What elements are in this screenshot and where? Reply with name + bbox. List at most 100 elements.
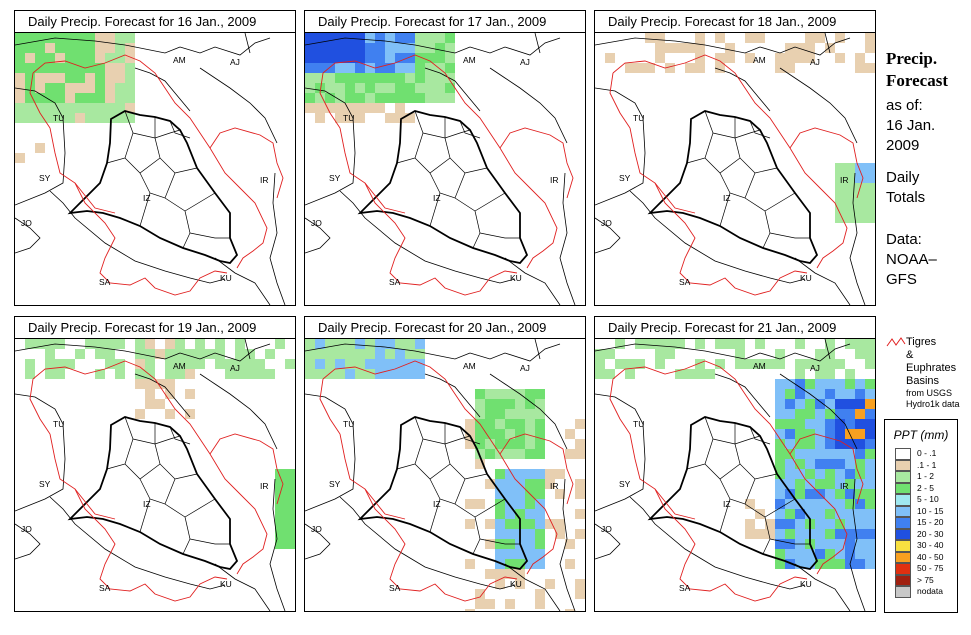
precip-cell [525,439,535,449]
precip-cell [215,349,225,359]
precip-cell [385,63,395,73]
precip-cell [555,529,565,539]
precip-cell [125,103,135,113]
country-label-sa: SA [389,277,401,287]
precip-cell [855,173,865,183]
legend-label: 30 - 40 [917,540,944,550]
precip-cell [335,83,345,93]
precip-cell [305,369,315,379]
country-label-aj: AJ [810,363,820,373]
precip-cell [475,449,485,459]
country-label-ku: KU [510,579,522,589]
country-label-iz: IZ [723,499,731,509]
precip-cell [755,339,765,349]
precip-cell [345,103,355,113]
precip-cell [825,439,835,449]
precip-cell [675,43,685,53]
iraq-border [67,110,239,264]
precip-cell [715,53,725,63]
precip-cell [265,369,275,379]
precip-cell [45,43,55,53]
country-label-jo: JO [21,218,32,228]
precip-cell [525,539,535,549]
precip-cell [695,33,705,43]
precip-cell [105,83,115,93]
precip-cell [65,43,75,53]
precip-cell [865,163,875,173]
basin-boundary [29,378,51,435]
precip-cell [515,409,525,419]
precip-cell [345,359,355,369]
precip-cell [335,369,345,379]
basin-key: Tigres & Euphrates Basins from USGS Hydr… [886,336,966,410]
country-border [824,339,831,360]
precip-cell [405,83,415,93]
precip-cell [445,53,455,63]
precip-cell [15,83,25,93]
precip-cell [365,93,375,103]
precip-cell [745,519,755,529]
precip-cell [815,419,825,429]
basin-boundary [629,433,808,602]
precip-cell [325,33,335,43]
precip-cell [115,53,125,63]
country-label-aj: AJ [810,57,820,67]
country-label-ku: KU [220,273,232,283]
precip-cell [85,103,95,113]
precip-cell [235,339,245,349]
precip-cell [485,399,495,409]
precip-cell [495,529,505,539]
basin-boundary [789,127,864,199]
precip-cell [775,349,785,359]
precip-cell [865,389,875,399]
precip-cell [245,349,255,359]
precip-cell [795,389,805,399]
precip-cell [615,359,625,369]
precip-cell [775,499,785,509]
precip-cell [475,409,485,419]
precip-cell [495,519,505,529]
precip-cell [275,529,285,539]
precip-cell [725,43,735,53]
precip-cell [805,449,815,459]
precip-cell [505,519,515,529]
precip-cell [815,499,825,509]
country-border [339,190,516,284]
precip-cell [695,359,705,369]
precip-cell [495,419,505,429]
precip-cell [795,439,805,449]
precip-cell [855,479,865,489]
precip-cell [325,63,335,73]
country-label-ir: IR [550,481,559,491]
precip-cell [525,409,535,419]
precip-cell [865,63,875,73]
precip-cell [245,369,255,379]
precip-cell [405,53,415,63]
precip-cell [475,599,485,609]
precip-cell [535,479,545,489]
precip-cell [385,83,395,93]
precip-cell [545,469,555,479]
country-label-am: AM [463,55,476,65]
precip-cell [325,83,335,93]
precip-cell [395,339,405,349]
precip-cell [375,359,385,369]
legend-label: > 75 [917,574,934,585]
precip-cell [745,359,755,369]
precip-cell [575,529,585,539]
precip-cell [395,83,405,93]
precip-cell [145,359,155,369]
precip-cell [335,73,345,83]
precip-cell [385,53,395,63]
province-border [396,110,424,164]
country-border [15,393,66,512]
precip-cell [795,359,805,369]
country-border [559,172,576,305]
precip-cell [835,469,845,479]
precip-cell [535,399,545,409]
precip-cell [775,469,785,479]
precip-cell [275,479,285,489]
precip-cell [775,359,785,369]
precip-cell [75,63,85,73]
precip-cell [735,339,745,349]
